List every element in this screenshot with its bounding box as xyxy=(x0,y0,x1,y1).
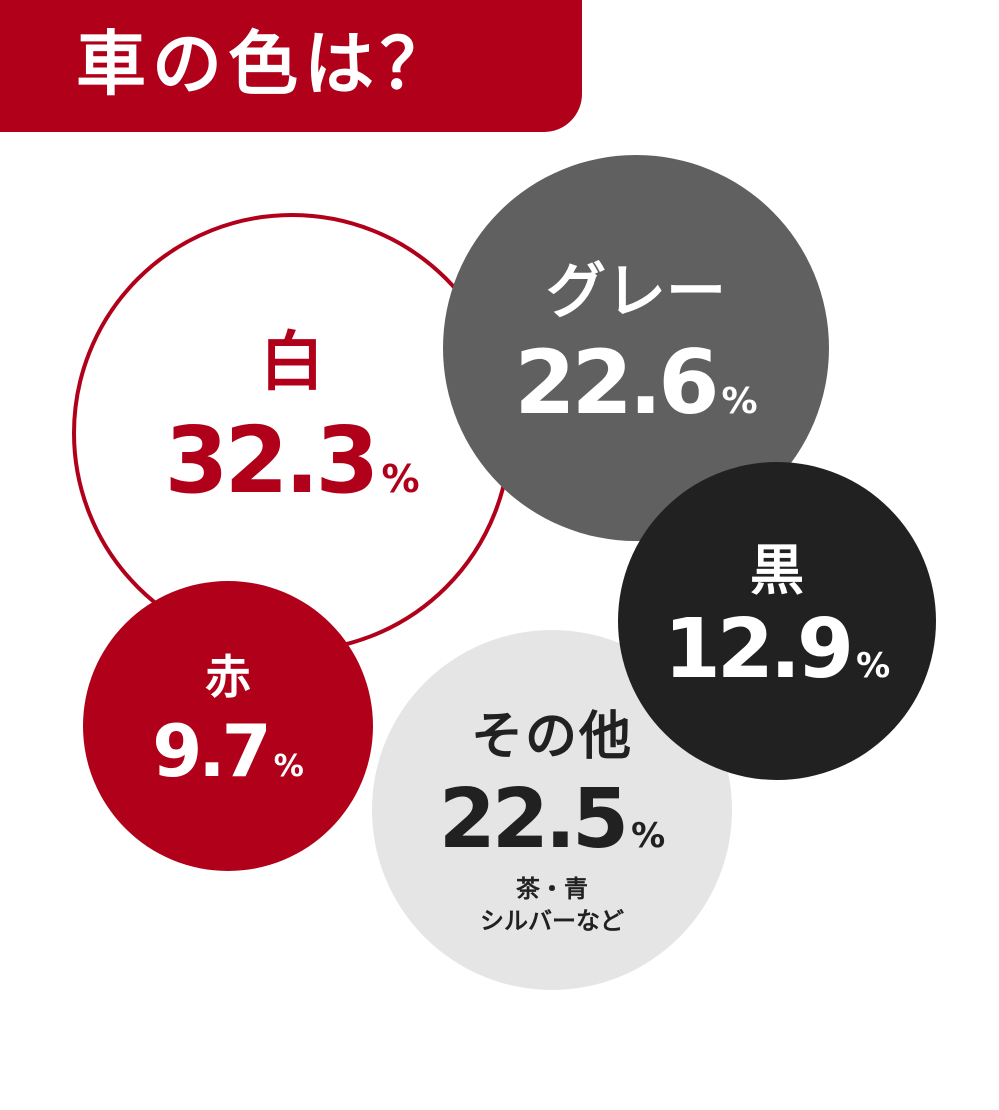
bubble-gray-value: 22.6% xyxy=(443,331,829,434)
page-title: 車の色は？ xyxy=(76,23,456,105)
bubble-other-number: 22.5 xyxy=(438,772,629,867)
bubble-other-note-line-2: シルバーなど xyxy=(480,907,624,935)
bubble-black-number: 12.9 xyxy=(663,602,854,697)
bubble-white-value: 32.3% xyxy=(76,407,508,514)
bubble-black-unit: % xyxy=(856,646,891,686)
bubble-gray-unit: % xyxy=(721,381,758,422)
bubble-black: 黒 12.9% xyxy=(618,462,936,780)
bubble-black-label: 黒 xyxy=(750,539,804,602)
bubble-gray-label: グレー xyxy=(546,257,726,327)
bubble-other-unit: % xyxy=(631,816,666,856)
bubble-white: 白 32.3% xyxy=(72,213,512,653)
title-banner: 車の色は？ xyxy=(0,0,582,132)
bubble-red-label: 赤 xyxy=(205,650,251,704)
bubble-red-number: 9.7 xyxy=(152,709,272,793)
bubble-other-note-line-1: 茶・青 xyxy=(516,875,588,903)
bubble-red-value: 9.7% xyxy=(83,709,373,793)
bubble-white-unit: % xyxy=(381,457,420,501)
bubble-white-number: 32.3 xyxy=(164,407,379,514)
bubble-other-value: 22.5% xyxy=(372,772,732,867)
bubble-red-unit: % xyxy=(273,749,304,784)
bubble-gray-number: 22.6 xyxy=(514,331,719,434)
bubble-other-label: その他 xyxy=(470,707,633,767)
bubble-black-value: 12.9% xyxy=(618,602,936,697)
bubble-white-label: 白 xyxy=(260,326,324,400)
bubble-red: 赤 9.7% xyxy=(83,581,373,871)
